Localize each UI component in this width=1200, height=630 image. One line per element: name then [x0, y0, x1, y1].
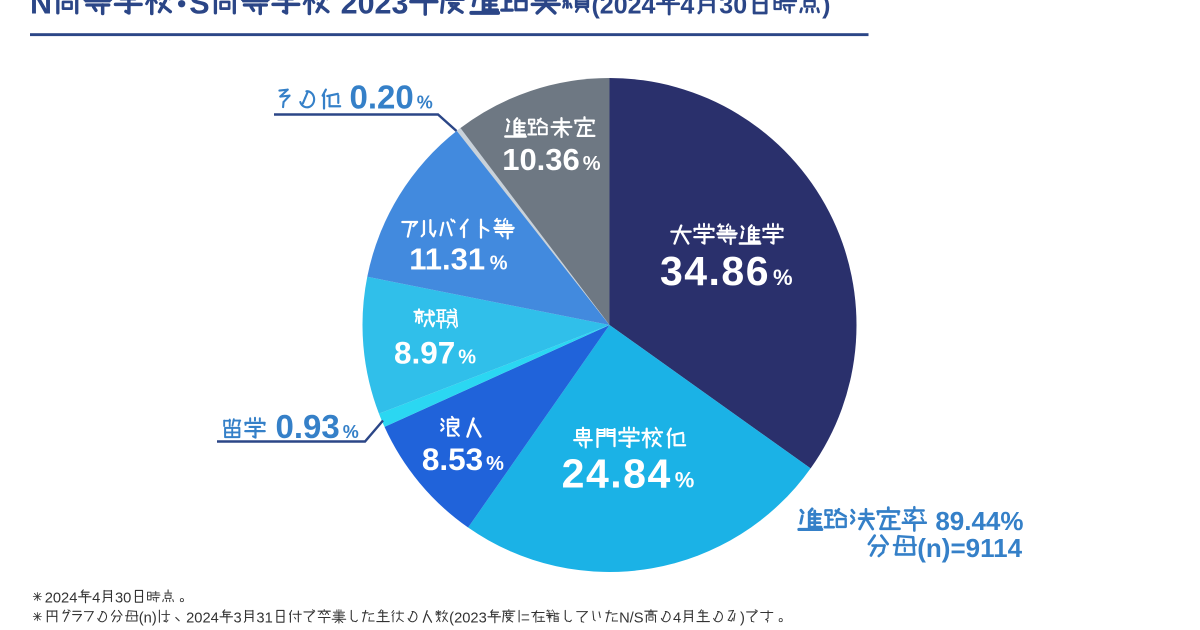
svg-text:2024: 2024 [45, 591, 78, 607]
svg-text:(: ( [449, 611, 454, 627]
svg-text:%: % [343, 422, 359, 442]
svg-text:%: % [417, 93, 433, 113]
svg-text:(n)=9114: (n)=9114 [917, 533, 1022, 563]
svg-text:2023: 2023 [454, 611, 487, 627]
svg-text:8.53: 8.53 [422, 441, 483, 477]
svg-text:30: 30 [719, 0, 747, 20]
svg-text:24.84: 24.84 [562, 451, 672, 497]
svg-text:30: 30 [115, 591, 131, 607]
svg-text:): ) [740, 611, 745, 627]
svg-text:(: ( [591, 0, 600, 20]
svg-text:10.36: 10.36 [502, 142, 580, 177]
svg-text:2024: 2024 [186, 611, 219, 627]
svg-text:%: % [490, 252, 508, 274]
svg-text:2023: 2023 [341, 0, 409, 21]
svg-text:4: 4 [92, 591, 100, 607]
svg-text:89.44%: 89.44% [935, 506, 1023, 536]
svg-text:S: S [189, 0, 209, 21]
svg-text:%: % [583, 153, 601, 175]
svg-text:34.86: 34.86 [660, 248, 770, 294]
svg-text:N/S: N/S [619, 611, 644, 627]
svg-text:3: 3 [234, 611, 242, 627]
svg-text:%: % [486, 453, 504, 475]
svg-text:8.97: 8.97 [394, 335, 455, 371]
svg-text:31: 31 [256, 611, 272, 627]
svg-text:%: % [458, 347, 476, 369]
svg-text:%: % [675, 468, 696, 493]
svg-text:%: % [773, 265, 794, 290]
svg-text:(n): (n) [139, 611, 157, 627]
svg-text:2024: 2024 [600, 0, 656, 20]
svg-text:4: 4 [673, 611, 681, 627]
svg-text:N: N [30, 0, 52, 21]
svg-text:11.31: 11.31 [409, 241, 485, 276]
svg-text:0.20: 0.20 [350, 79, 414, 116]
svg-text:4: 4 [680, 0, 694, 20]
svg-text:0.93: 0.93 [276, 408, 340, 445]
svg-text:): ) [822, 0, 830, 20]
